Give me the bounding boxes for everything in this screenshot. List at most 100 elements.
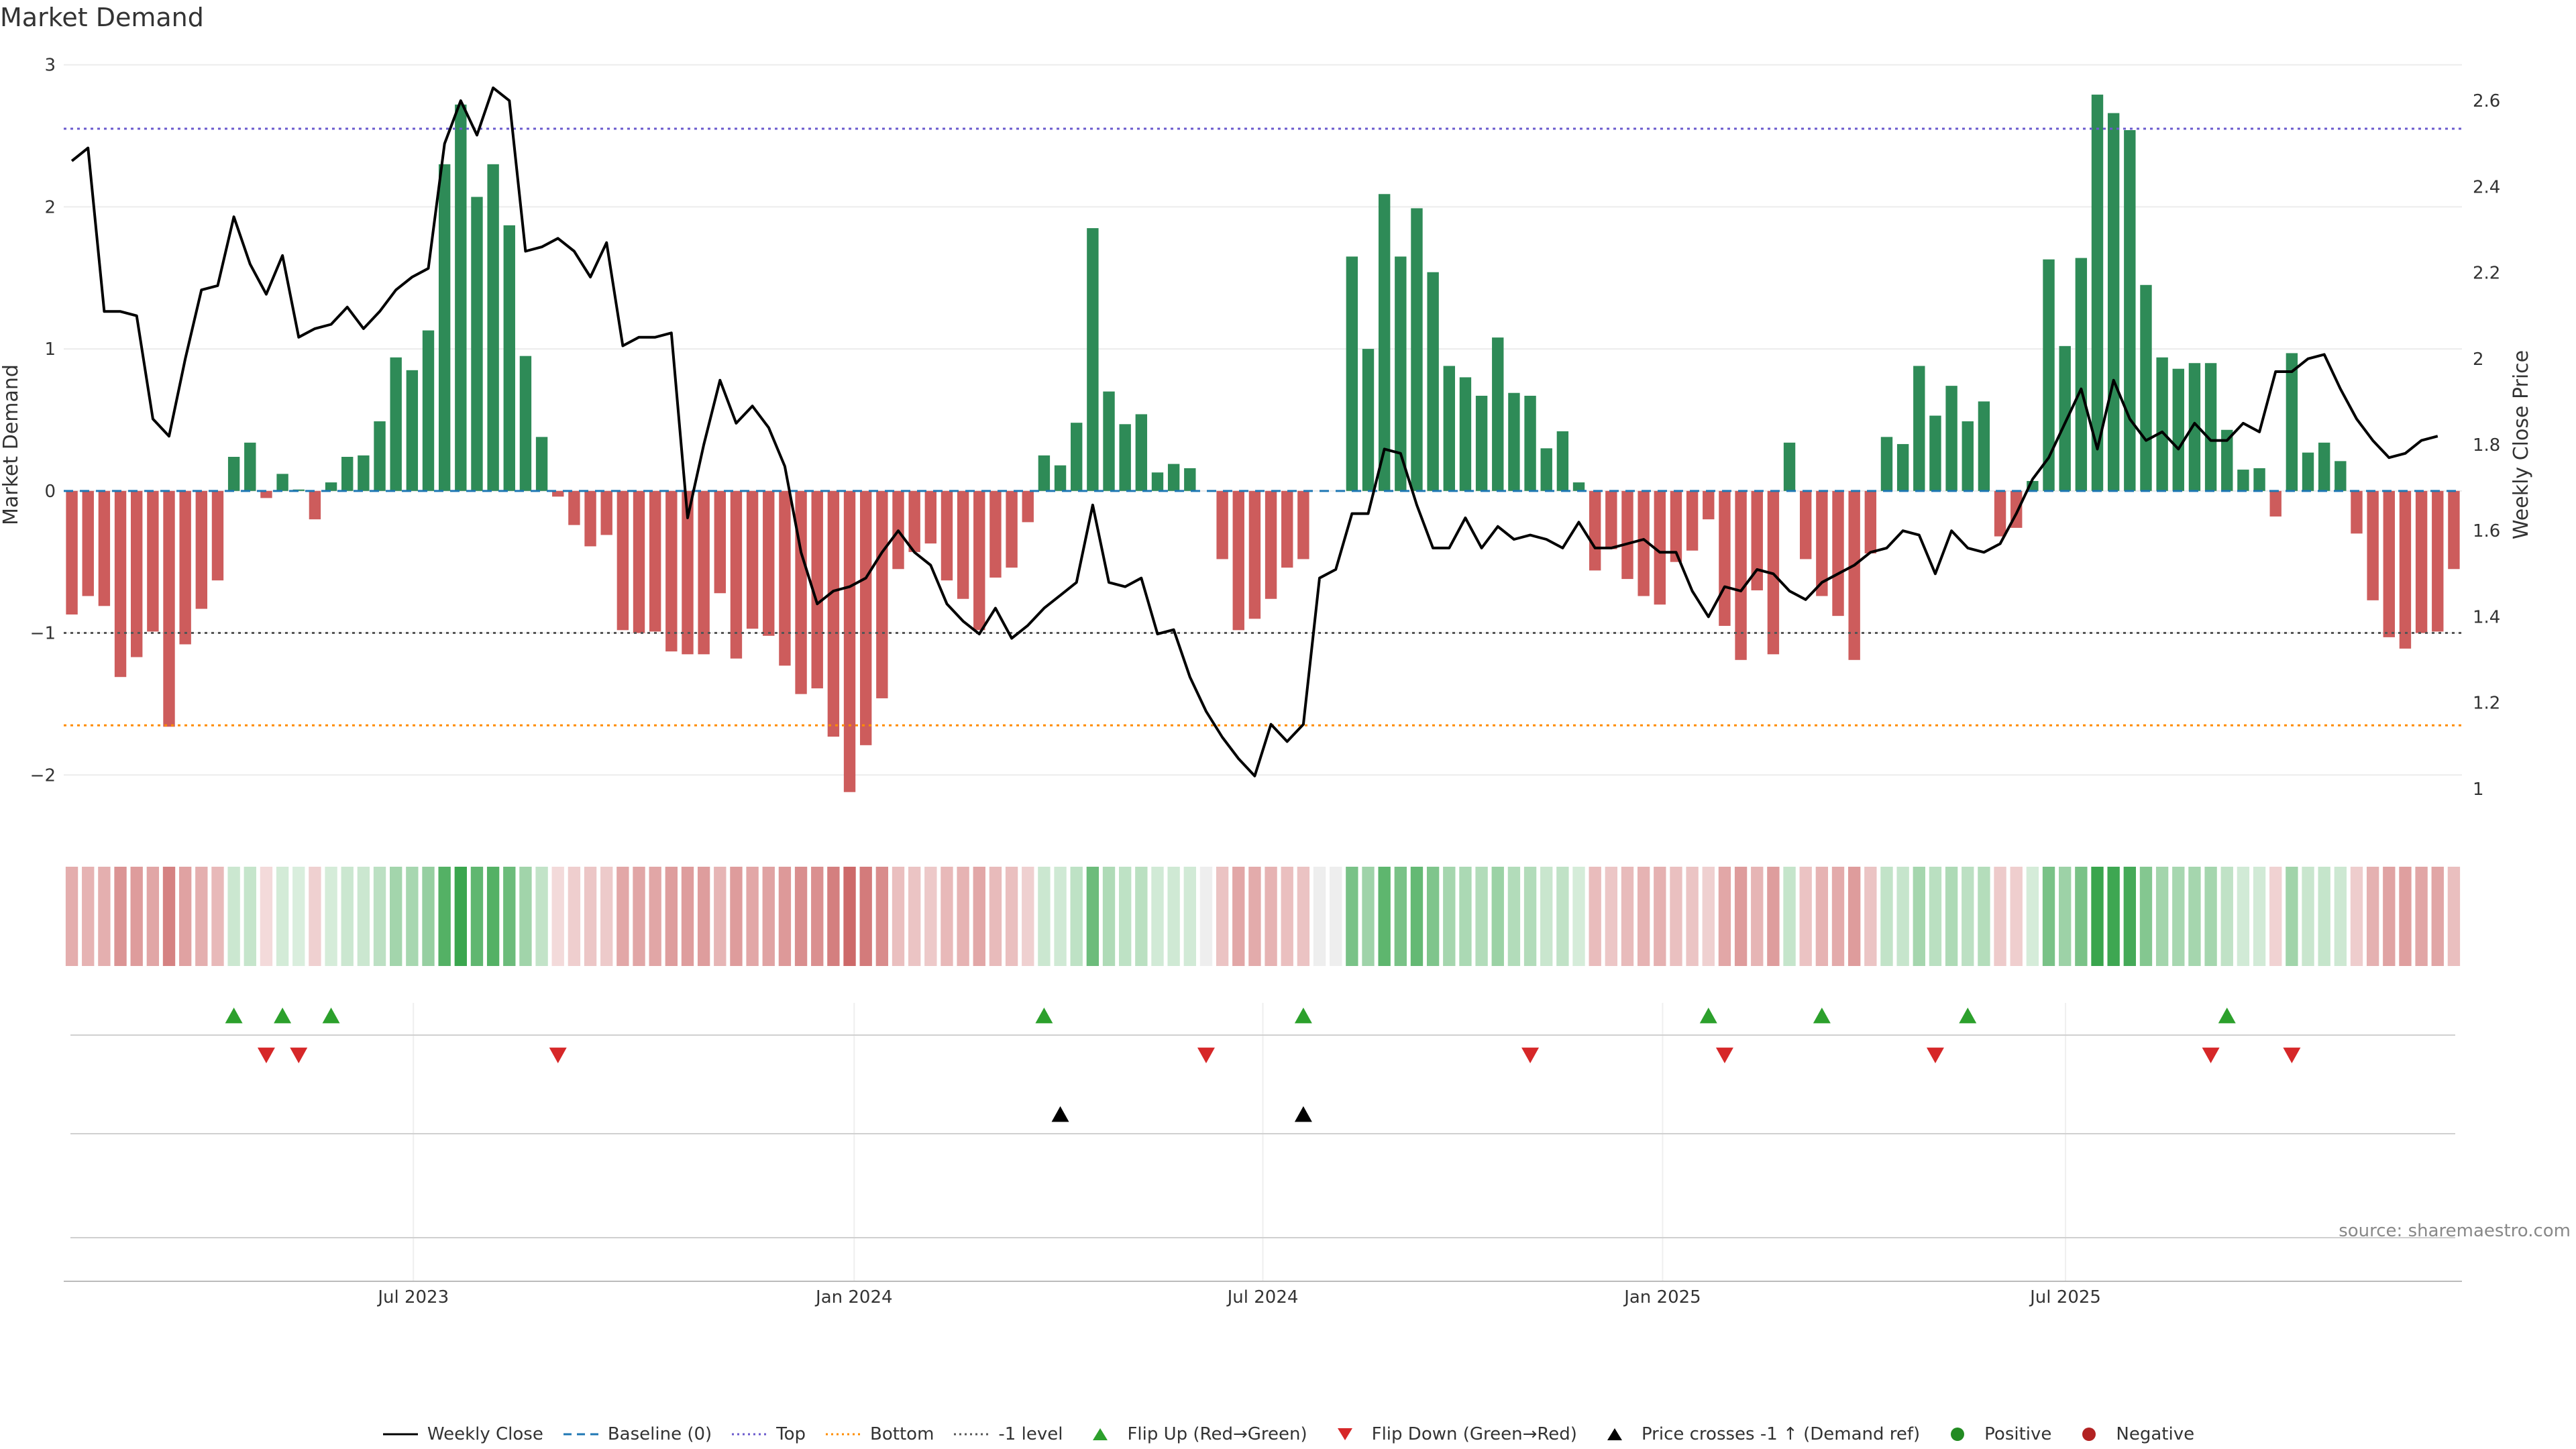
legend-item: Baseline (0) bbox=[562, 1424, 712, 1444]
y-tick-label: 0 bbox=[44, 482, 56, 502]
demand-bar bbox=[292, 489, 305, 491]
legend-swatch-icon bbox=[1337, 1428, 1352, 1440]
demand-bar bbox=[1962, 421, 1974, 491]
reference-lines bbox=[64, 127, 2462, 727]
demand-bar bbox=[568, 490, 580, 525]
legend-swatch-icon bbox=[563, 1433, 598, 1436]
heat-cell bbox=[584, 867, 597, 966]
heat-strip bbox=[65, 867, 2461, 966]
heat-cell bbox=[1962, 867, 1974, 966]
legend-swatch-icon bbox=[1607, 1428, 1622, 1440]
heat-cell bbox=[2302, 867, 2314, 966]
demand-bar bbox=[2237, 470, 2249, 491]
demand-bar bbox=[2253, 468, 2265, 491]
demand-bar bbox=[260, 490, 272, 498]
legend-swatch-icon bbox=[1093, 1428, 1108, 1440]
flip-up-marker bbox=[225, 1008, 243, 1024]
demand-bar bbox=[584, 490, 596, 547]
flip-up-marker bbox=[1813, 1008, 1831, 1024]
heat-cell bbox=[178, 867, 192, 966]
heat-cell bbox=[1637, 867, 1650, 966]
heat-cell bbox=[811, 867, 824, 966]
heat-cell bbox=[1913, 867, 1925, 966]
heat-cell bbox=[2139, 867, 2153, 966]
heat-cell bbox=[1589, 867, 1601, 966]
x-tick-label: Jul 2024 bbox=[1226, 1287, 1299, 1307]
demand-bar bbox=[1832, 490, 1844, 616]
demand-bar bbox=[98, 490, 111, 606]
demand-bar bbox=[1880, 437, 1893, 491]
legend-item: Top bbox=[731, 1424, 806, 1444]
flip-down-marker bbox=[257, 1047, 275, 1063]
heat-cell bbox=[633, 867, 645, 966]
y2-tick-label: 1 bbox=[2473, 780, 2484, 800]
heat-cell bbox=[1540, 867, 1553, 966]
heat-cell bbox=[1945, 867, 1958, 966]
chart-title: Market Demand bbox=[0, 3, 204, 32]
demand-bar bbox=[1443, 366, 1455, 491]
heat-cell bbox=[1135, 867, 1148, 966]
demand-bar bbox=[374, 421, 386, 491]
heat-cell bbox=[616, 867, 629, 966]
demand-bar bbox=[1006, 490, 1018, 568]
heat-cell bbox=[1751, 867, 1764, 966]
demand-bar bbox=[1978, 401, 1990, 491]
heat-cell bbox=[649, 867, 661, 966]
demand-bar bbox=[1038, 455, 1051, 491]
legend-label: Price crosses -1 ↑ (Demand ref) bbox=[1641, 1424, 1921, 1444]
demand-bar bbox=[1735, 490, 1747, 660]
demand-bar bbox=[1621, 490, 1633, 580]
heat-cell bbox=[2383, 867, 2396, 966]
flip-down-marker bbox=[1926, 1047, 1944, 1063]
heat-cell bbox=[1022, 867, 1034, 966]
heat-cell bbox=[1605, 867, 1618, 966]
demand-bar bbox=[2059, 345, 2071, 491]
heat-cell bbox=[2334, 867, 2347, 966]
demand-bar bbox=[341, 456, 354, 491]
demand-bar bbox=[1184, 468, 1196, 491]
demand-bar bbox=[1167, 464, 1180, 491]
y2-axis-label: Weekly Close Price bbox=[2510, 350, 2533, 539]
demand-bar bbox=[1411, 208, 1423, 491]
demand-bar bbox=[1686, 490, 1699, 551]
heat-cell bbox=[665, 867, 678, 966]
heat-cell bbox=[486, 867, 500, 966]
y-tick-label: 3 bbox=[44, 56, 56, 76]
heat-cell bbox=[1475, 867, 1488, 966]
demand-bar bbox=[1427, 272, 1439, 491]
demand-bar bbox=[503, 225, 515, 491]
y2-tick-label: 2.2 bbox=[2473, 264, 2500, 284]
demand-bar bbox=[114, 490, 127, 678]
heat-cell bbox=[924, 867, 937, 966]
demand-bar bbox=[2091, 95, 2104, 491]
heat-cell bbox=[2123, 867, 2136, 966]
demand-bar bbox=[1508, 392, 1520, 491]
heat-cell bbox=[2188, 867, 2201, 966]
demand-bar bbox=[66, 490, 78, 615]
flip-down-marker bbox=[2283, 1047, 2301, 1063]
demand-bar bbox=[2269, 490, 2282, 517]
demand-bar bbox=[2334, 461, 2347, 491]
y-tick-label: 1 bbox=[44, 339, 56, 360]
y2-tick-label: 2.6 bbox=[2473, 91, 2500, 111]
demand-bar bbox=[827, 490, 840, 737]
heat-cell bbox=[989, 867, 1002, 966]
heat-cell bbox=[535, 867, 548, 966]
heat-cell bbox=[260, 867, 273, 966]
heat-cell bbox=[2286, 867, 2298, 966]
demand-bar bbox=[2188, 363, 2201, 491]
x-tick-label: Jan 2025 bbox=[1623, 1287, 1701, 1307]
heat-cell bbox=[162, 867, 176, 966]
heat-cell bbox=[1783, 867, 1796, 966]
y-tick-label: 2 bbox=[44, 197, 56, 217]
legend-item: Weekly Close bbox=[382, 1424, 543, 1444]
heat-cell bbox=[681, 867, 694, 966]
flip-up-marker bbox=[1959, 1008, 1977, 1024]
demand-bar bbox=[358, 455, 370, 491]
heat-cell bbox=[1232, 867, 1245, 966]
heat-cell bbox=[1718, 867, 1731, 966]
flip-up-marker bbox=[1699, 1008, 1717, 1024]
demand-bar bbox=[552, 490, 564, 497]
demand-bar bbox=[2383, 490, 2395, 637]
heat-cell bbox=[1929, 867, 1942, 966]
